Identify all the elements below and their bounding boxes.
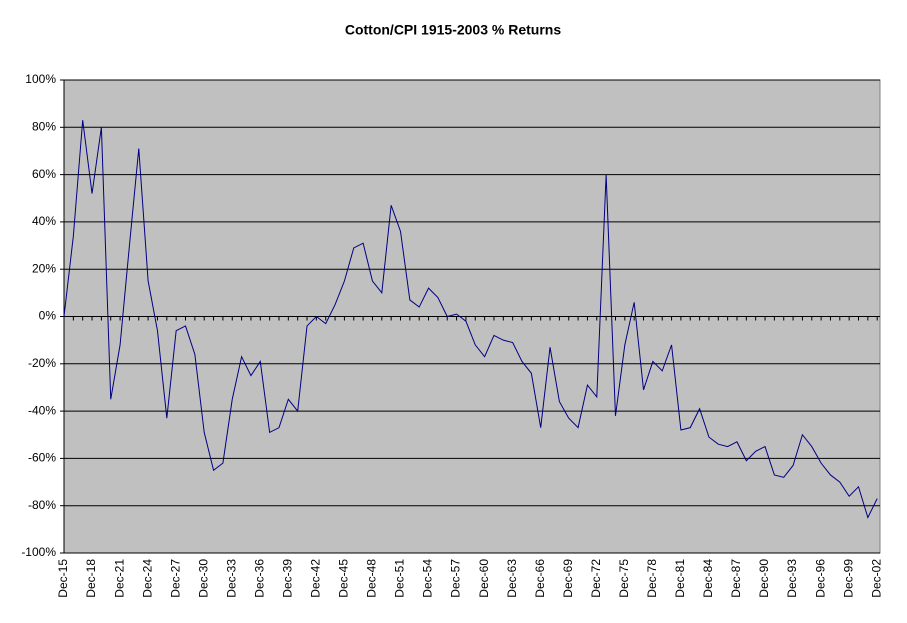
x-tick-label: Dec-30 — [196, 559, 210, 598]
y-tick-label: -80% — [28, 498, 56, 512]
y-tick-label: 20% — [32, 261, 56, 275]
x-tick-label: Dec-75 — [617, 559, 631, 598]
x-tick-label: Dec-51 — [393, 559, 407, 598]
y-tick-label: -20% — [28, 356, 56, 370]
y-tick-label: 40% — [32, 214, 56, 228]
x-tick-label: Dec-27 — [168, 559, 182, 598]
x-tick-label: Dec-87 — [729, 559, 743, 598]
x-tick-label: Dec-69 — [561, 559, 575, 598]
x-tick-label: Dec-60 — [477, 559, 491, 598]
x-tick-label: Dec-36 — [252, 559, 266, 598]
x-tick-label: Dec-84 — [701, 559, 715, 598]
x-tick-label: Dec-45 — [337, 559, 351, 598]
x-tick-label: Dec-93 — [785, 559, 799, 598]
y-tick-label: 100% — [25, 72, 56, 86]
x-tick-label: Dec-24 — [140, 559, 154, 598]
y-tick-label: -60% — [28, 451, 56, 465]
y-tick-label: 0% — [39, 309, 57, 323]
x-tick-label: Dec-57 — [449, 559, 463, 598]
x-tick-label: Dec-81 — [673, 559, 687, 598]
x-tick-label: Dec-02 — [869, 559, 883, 598]
y-tick-label: -40% — [28, 403, 56, 417]
x-tick-label: Dec-72 — [589, 559, 603, 598]
x-tick-label: Dec-48 — [365, 559, 379, 598]
y-tick-label: 60% — [32, 167, 56, 181]
x-tick-label: Dec-39 — [281, 559, 295, 598]
x-tick-label: Dec-42 — [309, 559, 323, 598]
x-tick-label: Dec-96 — [813, 559, 827, 598]
y-tick-label: -100% — [21, 545, 56, 559]
x-tick-label: Dec-63 — [505, 559, 519, 598]
chart-title: Cotton/CPI 1915-2003 % Returns — [345, 22, 561, 38]
x-tick-label: Dec-21 — [112, 559, 126, 598]
x-tick-label: Dec-18 — [84, 559, 98, 598]
y-tick-label: 80% — [32, 119, 56, 133]
x-tick-label: Dec-66 — [533, 559, 547, 598]
x-tick-label: Dec-54 — [421, 559, 435, 598]
x-tick-label: Dec-99 — [841, 559, 855, 598]
x-tick-label: Dec-78 — [645, 559, 659, 598]
x-tick-label: Dec-33 — [224, 559, 238, 598]
data-line — [63, 120, 878, 519]
x-tick-label: Dec-90 — [757, 559, 771, 598]
x-tick-label: Dec-15 — [56, 559, 70, 598]
